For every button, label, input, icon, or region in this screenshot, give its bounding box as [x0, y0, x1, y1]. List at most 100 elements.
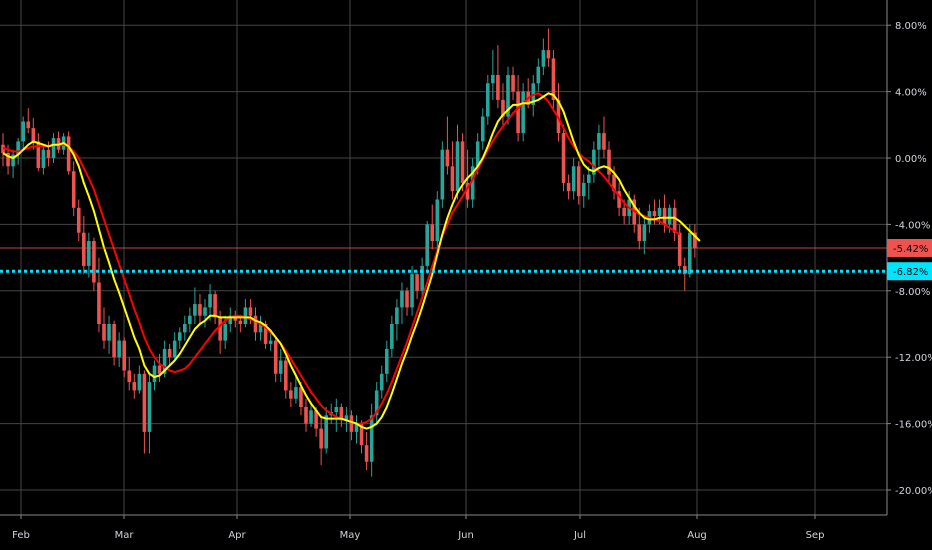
candle[interactable]: [390, 315, 394, 358]
candle[interactable]: [379, 365, 384, 399]
candle[interactable]: [142, 370, 147, 454]
candle[interactable]: [450, 141, 455, 200]
candle[interactable]: [617, 182, 621, 217]
candle[interactable]: [385, 340, 389, 383]
candle[interactable]: [324, 407, 328, 454]
candle[interactable]: [268, 332, 273, 351]
candle[interactable]: [369, 403, 374, 477]
candle[interactable]: [460, 133, 465, 192]
candle[interactable]: [511, 66, 515, 100]
candle[interactable]: [147, 373, 152, 454]
candle[interactable]: [546, 28, 551, 67]
candle[interactable]: [157, 353, 162, 383]
candle[interactable]: [339, 403, 344, 427]
candle[interactable]: [662, 194, 667, 233]
candle[interactable]: [188, 307, 192, 333]
candle[interactable]: [551, 50, 556, 109]
candle[interactable]: [607, 141, 611, 183]
candle[interactable]: [602, 116, 606, 159]
candle[interactable]: [566, 174, 571, 200]
candle[interactable]: [82, 216, 86, 275]
candle[interactable]: [420, 257, 424, 300]
candle[interactable]: [536, 58, 541, 92]
candle[interactable]: [354, 415, 359, 444]
candles[interactable]: [1, 28, 697, 477]
candle[interactable]: [294, 373, 298, 404]
candle[interactable]: [26, 108, 31, 134]
candle[interactable]: [496, 45, 500, 109]
candle[interactable]: [430, 204, 435, 250]
candle[interactable]: [117, 332, 121, 368]
candle[interactable]: [284, 357, 288, 399]
candle[interactable]: [289, 382, 293, 407]
candle[interactable]: [319, 415, 323, 466]
candle[interactable]: [364, 431, 369, 471]
candle[interactable]: [203, 299, 207, 328]
candle[interactable]: [87, 232, 91, 278]
candle[interactable]: [435, 191, 440, 250]
candle[interactable]: [455, 124, 460, 200]
candle[interactable]: [410, 265, 414, 316]
candle[interactable]: [688, 224, 692, 278]
candle[interactable]: [541, 38, 546, 75]
candle[interactable]: [400, 282, 404, 325]
candle[interactable]: [31, 118, 36, 150]
candle[interactable]: [349, 410, 354, 441]
candle[interactable]: [374, 382, 379, 424]
candle[interactable]: [486, 75, 490, 125]
candle[interactable]: [238, 315, 243, 333]
candle[interactable]: [76, 199, 81, 242]
candle[interactable]: [122, 337, 126, 378]
candle[interactable]: [334, 398, 339, 432]
candle[interactable]: [491, 50, 495, 100]
candle[interactable]: [51, 133, 56, 163]
candle[interactable]: [445, 116, 450, 175]
candle[interactable]: [672, 199, 677, 242]
candle[interactable]: [258, 315, 263, 341]
candle[interactable]: [470, 158, 475, 208]
candle[interactable]: [92, 237, 96, 291]
candle[interactable]: [208, 284, 212, 321]
candle[interactable]: [11, 149, 15, 178]
candle[interactable]: [172, 332, 177, 361]
candle[interactable]: [71, 161, 76, 217]
candle[interactable]: [193, 287, 197, 324]
candle[interactable]: [66, 131, 71, 175]
candle[interactable]: [592, 141, 596, 183]
candle[interactable]: [395, 299, 399, 341]
candle[interactable]: [21, 116, 25, 150]
candle[interactable]: [127, 357, 132, 391]
candle[interactable]: [107, 315, 111, 354]
candle[interactable]: [132, 373, 137, 399]
candle[interactable]: [152, 360, 157, 391]
candle[interactable]: [480, 108, 485, 150]
candle[interactable]: [41, 144, 46, 175]
candle[interactable]: [304, 398, 308, 432]
candle[interactable]: [314, 407, 318, 437]
candle[interactable]: [273, 337, 278, 383]
candle[interactable]: [571, 158, 576, 200]
candle[interactable]: [183, 315, 187, 341]
candle[interactable]: [253, 307, 258, 341]
candle[interactable]: [693, 224, 697, 258]
candle[interactable]: [597, 124, 601, 167]
candle[interactable]: [102, 307, 106, 349]
candle[interactable]: [521, 83, 525, 142]
candle[interactable]: [112, 320, 116, 366]
candle[interactable]: [243, 299, 248, 328]
candle[interactable]: [501, 83, 505, 125]
candle[interactable]: [561, 124, 566, 192]
candle[interactable]: [177, 327, 182, 349]
candle[interactable]: [415, 270, 419, 300]
candle[interactable]: [309, 403, 313, 427]
candle[interactable]: [198, 294, 202, 324]
candle[interactable]: [167, 343, 172, 366]
candle[interactable]: [506, 66, 510, 125]
candle[interactable]: [581, 174, 586, 208]
candle[interactable]: [137, 365, 142, 394]
candle[interactable]: [440, 141, 445, 208]
candle[interactable]: [278, 348, 283, 383]
candle[interactable]: [576, 161, 581, 205]
candle[interactable]: [36, 133, 41, 172]
